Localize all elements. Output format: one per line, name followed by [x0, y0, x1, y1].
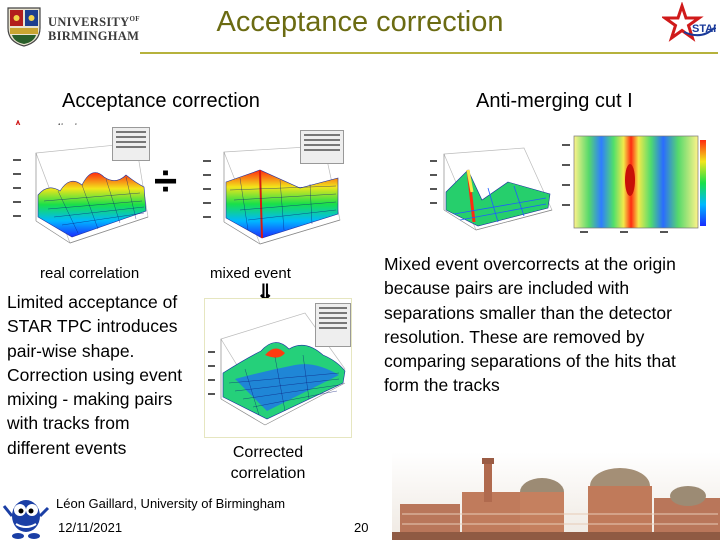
footer-date: 12/11/2021: [58, 520, 123, 535]
university-crest-icon: [7, 7, 41, 47]
footer-author: Léon Gaillard, University of Birmingham: [56, 496, 286, 511]
star-logo-icon: STAR: [662, 2, 716, 42]
real-correlation-plot: [8, 125, 153, 257]
campus-photo: [392, 452, 720, 540]
slide-title: Acceptance correction: [216, 6, 504, 38]
corrected-correlation-plot: [204, 298, 352, 438]
page-number: 20: [354, 520, 369, 535]
mascot-icon: [2, 500, 50, 539]
anti-merging-3d-plot: [428, 130, 556, 240]
svg-text:STAR: STAR: [692, 23, 716, 35]
title-divider: [140, 52, 718, 54]
divide-icon: ÷: [154, 157, 178, 204]
mixed-event-plot: [200, 130, 348, 257]
mixed-event-overcorrection-text: Mixed event overcorrects at the origin b…: [384, 254, 676, 396]
real-correlation-label: real correlation: [40, 265, 140, 282]
mixed-event-label: mixed event: [210, 265, 291, 282]
anti-merging-2d-plot: [560, 130, 708, 240]
university-name: UNIVERSITYOF BIRMINGHAM: [48, 15, 140, 44]
right-section-heading: Anti-merging cut I: [476, 90, 633, 112]
corrected-label-line2: correlation: [230, 465, 306, 482]
corrected-correlation-label: Corrected correlation: [218, 442, 318, 484]
limited-acceptance-text: Limited acceptance of STAR TPC introduce…: [7, 292, 183, 458]
left-section-heading: Acceptance correction: [62, 90, 260, 112]
corrected-label-line1: Corrected: [232, 444, 304, 461]
university-logo: UNIVERSITYOF BIRMINGHAM: [4, 4, 140, 48]
